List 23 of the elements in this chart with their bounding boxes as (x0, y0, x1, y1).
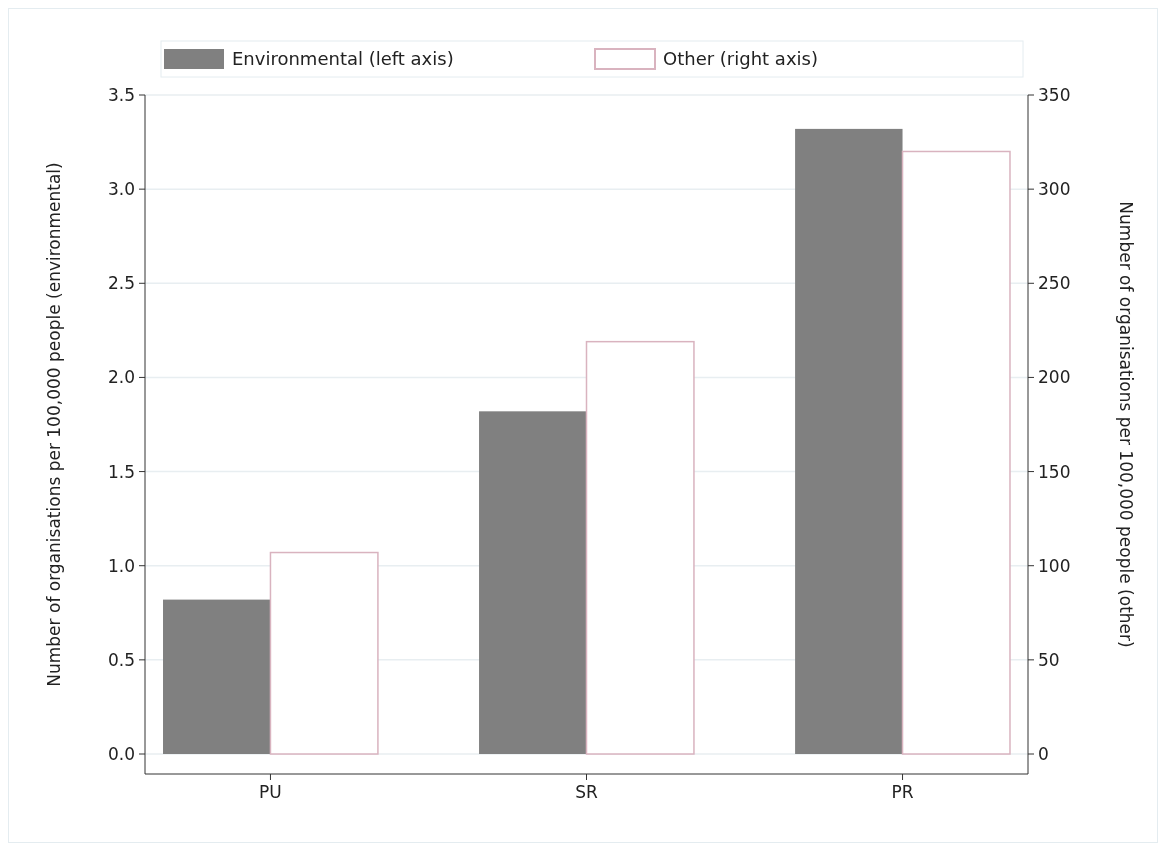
y-tick-label: 3.0 (107, 179, 135, 200)
y-tick-label: 2.5 (107, 273, 135, 294)
y2-tick-label: 150 (1038, 461, 1071, 482)
y-axis-title: Number of organisations per 100,000 people (environmental) (44, 162, 64, 687)
y-tick-label: 3.5 (107, 84, 135, 105)
y-tick-label: 0.0 (107, 743, 135, 764)
y2-axis-title: Number of organisations per 100,000 people (other) (1116, 201, 1136, 648)
y-tick-label: 1.5 (107, 461, 135, 482)
legend-label: Other (right axis) (663, 48, 818, 70)
y2-tick-label: 50 (1038, 649, 1060, 670)
y-tick-label: 1.0 (107, 555, 135, 576)
y-tick-label: 2.0 (107, 367, 135, 388)
legend-label: Environmental (left axis) (232, 48, 454, 70)
y2-tick-label: 0 (1038, 743, 1049, 764)
y2-tick-label: 350 (1038, 84, 1071, 105)
x-tick-label: PU (259, 782, 282, 802)
y2-tick-label: 200 (1038, 367, 1071, 388)
x-tick-label: PR (891, 782, 914, 802)
y2-tick-label: 100 (1038, 555, 1071, 576)
x-tick-label: SR (575, 782, 598, 802)
y2-tick-label: 250 (1038, 273, 1071, 294)
y2-tick-label: 300 (1038, 179, 1071, 200)
y-tick-label: 0.5 (107, 649, 135, 670)
